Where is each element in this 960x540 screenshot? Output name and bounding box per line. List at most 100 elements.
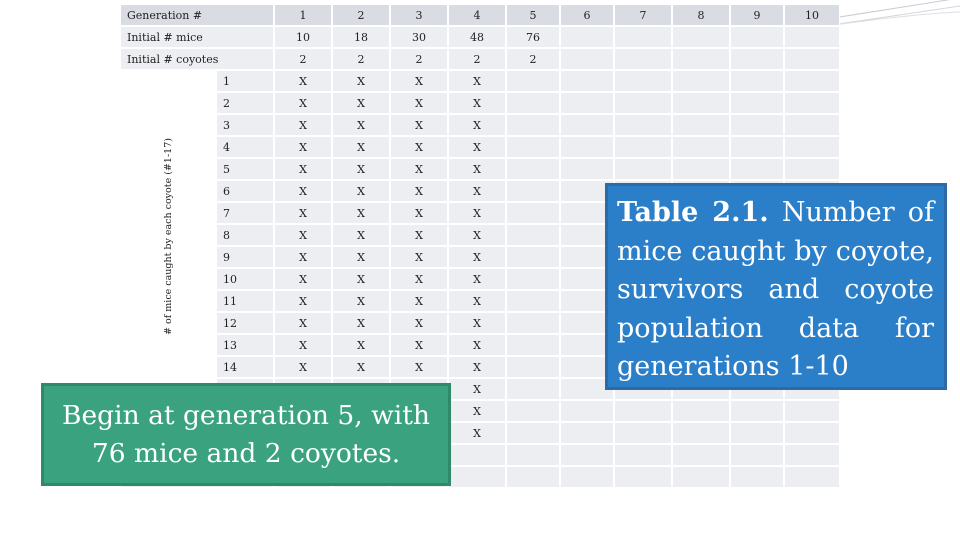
initial-coyotes-label: Initial # coyotes [120, 48, 274, 70]
side-label-background [120, 92, 216, 382]
instruction-callout: Begin at generation 5, with 76 mice and … [41, 383, 451, 486]
x-mark-cell: X [448, 356, 506, 378]
coyote-surviving-cell [784, 444, 840, 466]
coyote-offspring-cell [730, 466, 784, 488]
initial-mice-cell [730, 26, 784, 48]
empty-cell [506, 136, 560, 158]
coyote-surviving-cell [614, 444, 672, 466]
coyote-offspring-cell [506, 466, 560, 488]
empty-cell [506, 400, 560, 422]
generation-header-cell: 1 [274, 4, 332, 26]
x-mark-cell: X [448, 114, 506, 136]
empty-cell [672, 136, 730, 158]
x-mark-cell: X [332, 136, 390, 158]
x-mark-cell: X [332, 312, 390, 334]
empty-cell [672, 114, 730, 136]
x-mark-cell: X [274, 136, 332, 158]
empty-cell [730, 136, 784, 158]
x-mark-cell: X [332, 246, 390, 268]
initial-coyotes-cell [614, 48, 672, 70]
x-mark-cell: X [332, 114, 390, 136]
x-mark-cell: X [448, 334, 506, 356]
empty-cell [614, 422, 672, 444]
x-mark-cell: X [390, 202, 448, 224]
generation-header-cell: 5 [506, 4, 560, 26]
x-mark-cell: X [274, 92, 332, 114]
generation-header-cell: 7 [614, 4, 672, 26]
x-mark-cell: X [448, 136, 506, 158]
coyote-number-cell: 13 [216, 334, 274, 356]
x-mark-cell: X [274, 202, 332, 224]
generation-header-cell: 8 [672, 4, 730, 26]
x-mark-cell: X [332, 356, 390, 378]
coyote-number-cell: 3 [216, 114, 274, 136]
x-mark-cell: X [390, 224, 448, 246]
table-caption-text: Number of mice caught by coyote, survivo… [617, 197, 934, 382]
initial-mice-cell [560, 26, 614, 48]
x-mark-cell: X [448, 422, 506, 444]
x-mark-cell: X [390, 290, 448, 312]
x-mark-cell: X [448, 70, 506, 92]
generation-header-cell: 9 [730, 4, 784, 26]
empty-cell [506, 180, 560, 202]
empty-cell [506, 356, 560, 378]
empty-cell [730, 70, 784, 92]
x-mark-cell: X [448, 224, 506, 246]
empty-cell [560, 422, 614, 444]
coyote-number-cell: 12 [216, 312, 274, 334]
x-mark-cell: X [274, 312, 332, 334]
x-mark-cell: X [390, 70, 448, 92]
x-mark-cell: X [390, 92, 448, 114]
empty-cell [784, 70, 840, 92]
empty-cell [506, 378, 560, 400]
empty-cell [614, 114, 672, 136]
x-mark-cell: X [448, 92, 506, 114]
empty-cell [506, 224, 560, 246]
coyote-surviving-cell [672, 444, 730, 466]
initial-mice-cell [672, 26, 730, 48]
coyote-number-cell: 4 [216, 136, 274, 158]
coyote-number-cell: 14 [216, 356, 274, 378]
x-mark-cell: X [274, 224, 332, 246]
x-mark-cell: X [390, 312, 448, 334]
coyote-number-cell: 7 [216, 202, 274, 224]
initial-coyotes-cell [730, 48, 784, 70]
coyote-surviving-cell [730, 444, 784, 466]
x-mark-cell: X [274, 180, 332, 202]
empty-cell [506, 158, 560, 180]
empty-cell [560, 114, 614, 136]
x-mark-cell: X [448, 312, 506, 334]
initial-coyotes-cell [560, 48, 614, 70]
generation-header-cell: 6 [560, 4, 614, 26]
empty-cell [506, 268, 560, 290]
empty-cell [672, 400, 730, 422]
coyote-number-cell: 9 [216, 246, 274, 268]
coyote-number-cell: 6 [216, 180, 274, 202]
empty-cell [560, 136, 614, 158]
generation-header-cell: 3 [390, 4, 448, 26]
coyote-surviving-cell [560, 444, 614, 466]
initial-mice-label: Initial # mice [120, 26, 274, 48]
empty-cell [730, 92, 784, 114]
initial-coyotes-cell: 2 [332, 48, 390, 70]
initial-coyotes-cell: 2 [448, 48, 506, 70]
empty-cell [672, 422, 730, 444]
x-mark-cell: X [390, 136, 448, 158]
coyote-axis-label: # of mice caught by each coyote (#1-17) [162, 137, 174, 335]
empty-cell [784, 158, 840, 180]
coyote-number-cell: 5 [216, 158, 274, 180]
x-mark-cell: X [390, 246, 448, 268]
empty-cell [506, 92, 560, 114]
x-mark-cell: X [274, 268, 332, 290]
coyote-offspring-cell [560, 466, 614, 488]
coyote-number-cell: 1 [216, 70, 274, 92]
x-mark-cell: X [274, 290, 332, 312]
empty-cell [614, 70, 672, 92]
x-mark-cell: X [448, 268, 506, 290]
x-mark-cell: X [390, 334, 448, 356]
empty-cell [672, 92, 730, 114]
x-mark-cell: X [332, 180, 390, 202]
initial-mice-cell: 76 [506, 26, 560, 48]
empty-cell [506, 114, 560, 136]
empty-cell [506, 202, 560, 224]
